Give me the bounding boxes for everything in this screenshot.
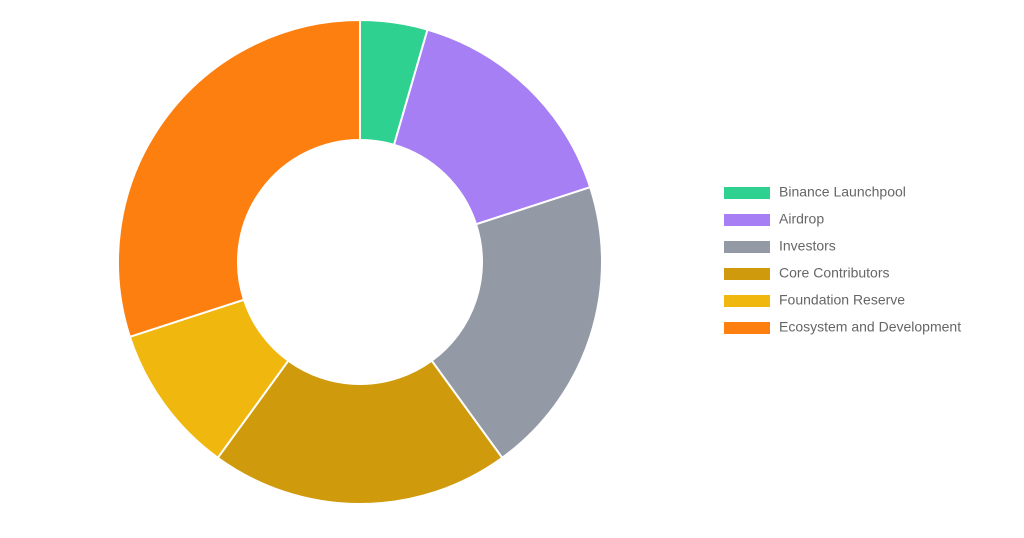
legend-swatch — [724, 268, 770, 280]
slice — [117, 18, 361, 339]
legend-label: Foundation Reserve — [779, 292, 905, 308]
legend-swatch — [724, 187, 770, 199]
slice — [392, 28, 592, 226]
legend-label: Ecosystem and Development — [779, 319, 961, 335]
legend-label: Investors — [779, 238, 836, 254]
legend-label: Airdrop — [779, 211, 824, 227]
legend-label: Binance Launchpool — [779, 184, 906, 200]
slice — [216, 359, 504, 505]
legend-swatch — [724, 295, 770, 307]
legend-swatch — [724, 322, 770, 334]
legend-swatch — [724, 241, 770, 253]
slice — [430, 185, 603, 460]
legend-label: Core Contributors — [779, 265, 890, 281]
legend-swatch — [724, 214, 770, 226]
